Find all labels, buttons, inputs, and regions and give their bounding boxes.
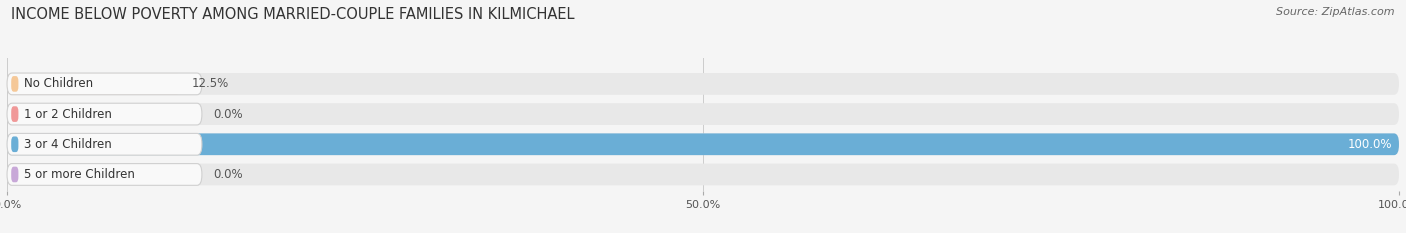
Text: 12.5%: 12.5% xyxy=(193,77,229,90)
FancyBboxPatch shape xyxy=(7,73,1399,95)
Text: Source: ZipAtlas.com: Source: ZipAtlas.com xyxy=(1277,7,1395,17)
FancyBboxPatch shape xyxy=(11,137,18,152)
FancyBboxPatch shape xyxy=(7,134,202,155)
FancyBboxPatch shape xyxy=(11,76,18,92)
FancyBboxPatch shape xyxy=(11,106,18,122)
Text: 0.0%: 0.0% xyxy=(214,168,243,181)
Text: No Children: No Children xyxy=(24,77,93,90)
FancyBboxPatch shape xyxy=(7,164,1399,185)
FancyBboxPatch shape xyxy=(7,164,202,185)
Text: 5 or more Children: 5 or more Children xyxy=(24,168,135,181)
FancyBboxPatch shape xyxy=(7,73,181,95)
FancyBboxPatch shape xyxy=(7,73,202,95)
Text: 1 or 2 Children: 1 or 2 Children xyxy=(24,108,112,121)
Text: 100.0%: 100.0% xyxy=(1347,138,1392,151)
Text: 3 or 4 Children: 3 or 4 Children xyxy=(24,138,111,151)
FancyBboxPatch shape xyxy=(7,134,1399,155)
Text: INCOME BELOW POVERTY AMONG MARRIED-COUPLE FAMILIES IN KILMICHAEL: INCOME BELOW POVERTY AMONG MARRIED-COUPL… xyxy=(11,7,575,22)
Text: 0.0%: 0.0% xyxy=(214,108,243,121)
FancyBboxPatch shape xyxy=(7,103,1399,125)
FancyBboxPatch shape xyxy=(7,134,1399,155)
FancyBboxPatch shape xyxy=(7,103,202,125)
FancyBboxPatch shape xyxy=(11,167,18,182)
